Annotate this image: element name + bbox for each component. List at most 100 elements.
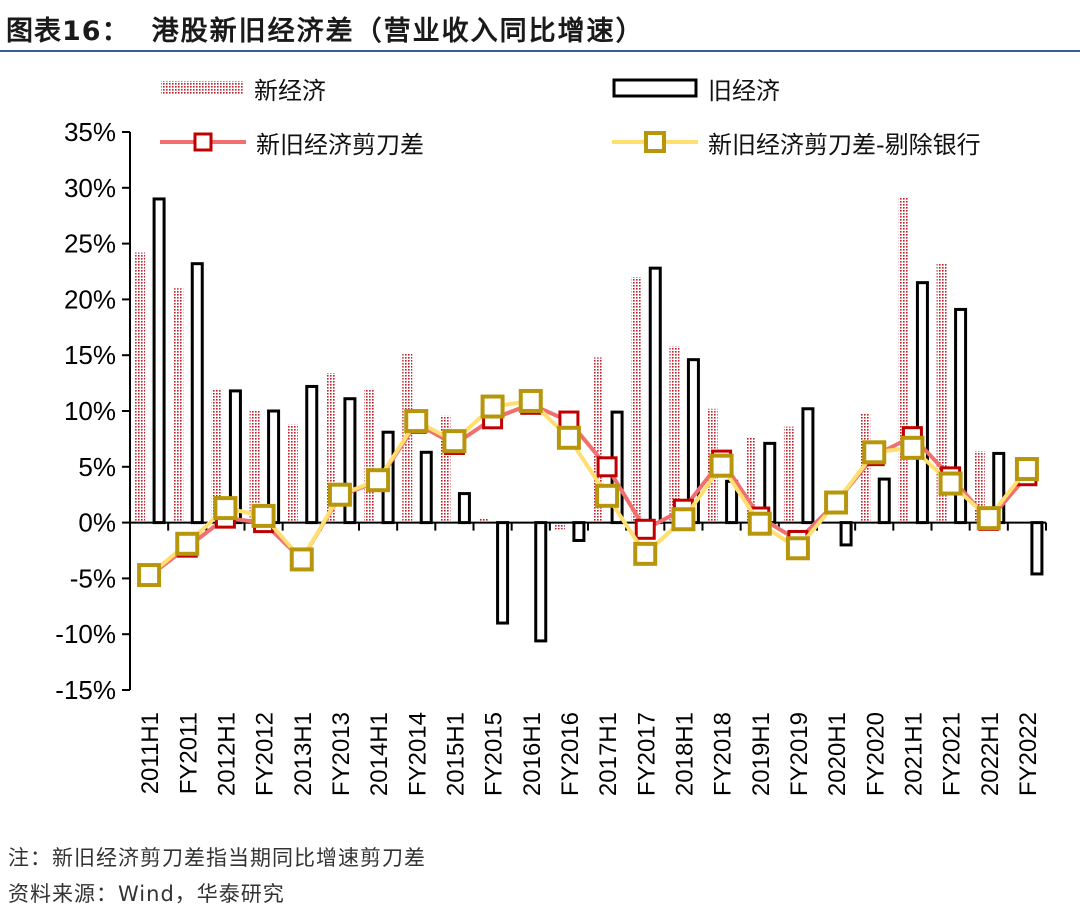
x-tick-label: 2022H1: [977, 712, 1004, 796]
bar-new-economy: [936, 263, 947, 523]
bar-old-economy: [152, 197, 166, 525]
x-tick-label: FY2014: [404, 712, 431, 796]
marker-gap-ex-banks: [213, 496, 238, 521]
bar-old-economy: [419, 450, 433, 525]
x-tick-label: 2018H1: [671, 712, 698, 796]
y-tick-label: 20%: [64, 284, 116, 314]
legend-gap-label: 新旧经济剪刀差: [256, 130, 424, 159]
bar-old-economy: [305, 384, 319, 525]
marker-gap-ex-banks: [442, 429, 467, 454]
line-gap: [147, 402, 1029, 578]
marker-gap-ex-banks: [747, 511, 772, 536]
bar-old-economy: [496, 521, 510, 625]
x-tick-label: FY2011: [175, 712, 202, 794]
bar-old-economy: [190, 262, 204, 525]
bar-new-economy: [440, 415, 451, 523]
legend-old-economy: 旧经济: [612, 70, 780, 106]
bar-new-economy: [631, 277, 642, 523]
x-tick-label: 2019H1: [748, 712, 775, 796]
bar-new-economy: [745, 437, 756, 523]
x-tick-label: FY2021: [939, 712, 966, 796]
y-tick-label: 0%: [78, 508, 116, 538]
bar-new-economy: [554, 522, 565, 530]
x-tick-label: 2021H1: [900, 712, 927, 796]
legend-gap-swatch: [160, 132, 246, 152]
bar-old-economy: [877, 477, 891, 525]
marker-gap-ex-banks: [824, 490, 849, 515]
bar-new-economy: [211, 388, 222, 523]
bar-old-economy: [839, 521, 853, 547]
x-tick-label: 2020H1: [824, 712, 851, 796]
x-tick-label: FY2022: [1015, 712, 1042, 796]
legend-gap-ex-swatch: [612, 131, 698, 153]
bar-new-economy: [669, 346, 680, 523]
y-tick-label: -5%: [70, 563, 116, 593]
marker-gap-ex-banks: [251, 503, 276, 528]
legend-new-label: 新经济: [254, 76, 326, 105]
x-tick-label: 2011H1: [137, 712, 164, 794]
bar-new-economy: [173, 288, 184, 523]
marker-gap-ex-banks: [366, 468, 391, 493]
bar-old-economy: [801, 407, 815, 525]
bar-old-economy: [457, 492, 471, 525]
line-gap-ex-banks: [147, 398, 1029, 577]
x-tick-label: FY2013: [328, 712, 355, 796]
legend-gap-ex-banks: 新旧经济剪刀差-剔除银行: [612, 124, 981, 160]
marker-gap-ex-banks: [289, 547, 314, 572]
bar-new-economy: [249, 411, 260, 523]
legend-old-swatch: [612, 78, 698, 98]
footnote: 注：新旧经济剪刀差指当期同比增速剪刀差: [8, 846, 426, 870]
x-tick-label: 2013H1: [290, 712, 317, 796]
bar-old-economy: [915, 281, 929, 525]
marker-gap-ex-banks: [480, 394, 505, 419]
y-tick-label: -10%: [55, 619, 116, 649]
marker-gap-ex-banks: [556, 425, 581, 450]
source-note: 资料来源：Wind，华泰研究: [8, 882, 285, 906]
y-tick-label: 15%: [64, 340, 116, 370]
marker-gap-ex-banks: [633, 541, 658, 566]
marker-gap-ex-banks: [900, 435, 925, 460]
lines-layer: [137, 388, 1039, 588]
marker-gap: [634, 518, 656, 540]
y-tick-label: 5%: [78, 452, 116, 482]
bar-new-economy: [478, 518, 489, 523]
bar-new-economy: [287, 424, 298, 523]
marker-gap-ex-banks: [137, 563, 162, 588]
x-tick-label: FY2015: [481, 712, 508, 796]
x-tick-label: 2015H1: [442, 712, 469, 796]
chart-title: 港股新旧经济差（营业收入同比增速）: [151, 15, 645, 47]
bar-new-economy: [593, 357, 604, 523]
marker-gap-ex-banks: [938, 471, 963, 496]
marker-gap-ex-banks: [709, 453, 734, 478]
legend-new-economy: 新经济: [160, 70, 326, 106]
marker-gap: [596, 456, 618, 478]
x-tick-label: 2014H1: [366, 712, 393, 796]
bar-new-economy: [135, 252, 146, 523]
figure-label: 图表16：: [6, 15, 130, 47]
marker-gap-ex-banks: [404, 409, 429, 434]
marker-gap-ex-banks: [1014, 457, 1039, 482]
y-tick-label: 10%: [64, 396, 116, 426]
y-tick-label: 35%: [64, 117, 116, 147]
x-tick-label: FY2012: [252, 712, 279, 796]
bar-new-economy: [898, 196, 909, 523]
bar-old-economy: [534, 521, 548, 643]
legend-old-label: 旧经济: [708, 76, 780, 105]
bar-new-economy: [783, 426, 794, 523]
marker-gap-ex-banks: [785, 536, 810, 561]
x-tick-label: 2016H1: [519, 712, 546, 796]
bar-old-economy: [648, 266, 662, 525]
marker-gap-ex-banks: [976, 506, 1001, 531]
bar-new-economy: [364, 388, 375, 523]
y-tick-label: -15%: [55, 675, 116, 705]
x-tick-label: FY2016: [557, 712, 584, 796]
legend-gap: 新旧经济剪刀差: [160, 124, 424, 160]
legend-gap-ex-label: 新旧经济剪刀差-剔除银行: [708, 130, 981, 159]
x-tick-label: 2012H1: [213, 712, 240, 796]
marker-gap-ex-banks: [518, 388, 543, 413]
marker-gap-ex-banks: [862, 440, 887, 465]
x-tick-label: FY2019: [786, 712, 813, 796]
x-tick-label: 2017H1: [595, 712, 622, 796]
x-tick-label: FY2020: [862, 712, 889, 796]
